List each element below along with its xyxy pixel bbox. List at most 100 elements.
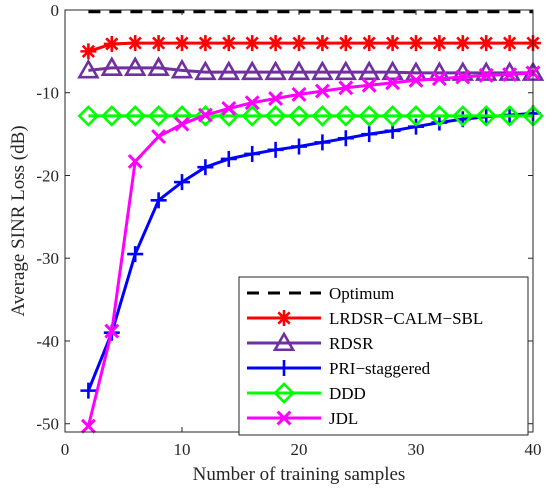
y-tick-label: -10 <box>36 84 59 103</box>
data-point-jdl <box>268 91 284 106</box>
data-point-rdsr <box>311 60 334 81</box>
legend-entry-optimum: Optimum <box>247 284 394 303</box>
legend-label: DDD <box>329 384 366 403</box>
legend-entry-jdl: JDL <box>247 409 358 428</box>
x-tick-label: 0 <box>61 440 70 459</box>
data-point-rdsr <box>194 60 217 81</box>
legend: Optimum LRDSR−CALM−SBL RDSR PRI−staggered DD… <box>238 276 529 436</box>
data-point-jdl <box>151 129 167 145</box>
data-point-lrdsr-calm-sbl <box>408 35 424 52</box>
data-point-pri-staggered <box>220 150 237 167</box>
data-point-pri-staggered <box>314 134 331 151</box>
x-tick-label: 10 <box>174 440 191 459</box>
data-point-jdl <box>127 153 143 169</box>
data-point-pri-staggered <box>80 382 97 399</box>
data-point-lrdsr-calm-sbl <box>220 35 237 52</box>
data-point-lrdsr-calm-sbl <box>361 35 378 52</box>
data-point-rdsr <box>287 60 311 81</box>
data-point-rdsr <box>264 60 287 81</box>
series-lrdsr-calm-sbl <box>80 35 541 60</box>
data-point-lrdsr-calm-sbl <box>244 35 261 52</box>
data-point-ddd <box>381 105 404 127</box>
legend-box <box>238 276 529 436</box>
data-point-jdl <box>197 107 213 123</box>
y-tick-label: -40 <box>36 332 59 351</box>
data-point-lrdsr-calm-sbl <box>314 35 331 52</box>
data-point-rdsr <box>217 60 241 81</box>
data-point-pri-staggered <box>150 192 167 209</box>
data-point-ddd <box>288 105 310 127</box>
data-point-rdsr <box>100 56 124 76</box>
data-point-rdsr <box>123 56 147 76</box>
data-point-lrdsr-calm-sbl <box>431 35 448 52</box>
data-point-lrdsr-calm-sbl <box>384 35 401 52</box>
series-ddd <box>77 105 544 127</box>
legend-entry-pri-staggered: PRI−staggered <box>247 359 431 378</box>
series-jdl <box>80 65 541 434</box>
data-point-jdl <box>408 72 424 88</box>
y-tick-label: 0 <box>51 1 60 20</box>
data-point-lrdsr-calm-sbl <box>127 35 144 52</box>
x-tick-label: 20 <box>291 440 308 459</box>
data-point-ddd <box>405 105 427 127</box>
data-point-pri-staggered <box>361 126 378 143</box>
data-point-ddd <box>475 105 498 127</box>
data-point-jdl <box>502 67 518 83</box>
y-tick-label: -50 <box>36 415 59 434</box>
data-point-jdl <box>221 101 237 116</box>
data-point-ddd <box>77 105 100 127</box>
data-point-ddd <box>334 105 357 127</box>
data-point-ddd <box>241 105 264 127</box>
data-point-pri-staggered <box>267 141 284 158</box>
data-point-lrdsr-calm-sbl <box>478 35 495 52</box>
data-point-jdl <box>361 77 377 93</box>
axis-ticks: 0 10 20 30 40 0 -10 -20 -30 -40 -50 <box>36 1 541 459</box>
data-point-lrdsr-calm-sbl <box>174 35 190 52</box>
data-point-jdl <box>174 116 190 132</box>
data-point-ddd <box>264 105 287 127</box>
data-point-pri-staggered <box>244 145 261 162</box>
data-point-jdl <box>80 418 96 434</box>
data-point-ddd <box>311 105 334 127</box>
data-point-pri-staggered <box>291 138 307 155</box>
data-point-jdl <box>455 69 471 85</box>
x-tick-label: 30 <box>408 440 425 459</box>
data-point-lrdsr-calm-sbl <box>501 35 518 52</box>
data-point-rdsr <box>381 60 404 81</box>
data-point-lrdsr-calm-sbl <box>103 35 120 52</box>
y-axis-label: Average SINR Loss (dB) <box>8 125 29 316</box>
data-point-lrdsr-calm-sbl <box>454 35 471 52</box>
data-point-jdl <box>291 86 307 102</box>
data-point-rdsr <box>240 60 264 81</box>
data-point-jdl <box>244 95 260 111</box>
data-point-jdl <box>314 83 330 99</box>
data-point-lrdsr-calm-sbl <box>150 35 167 52</box>
data-point-rdsr <box>147 56 170 76</box>
legend-entry-lrdsr-calm-sbl: LRDSR−CALM−SBL <box>247 309 483 328</box>
legend-label: RDSR <box>329 334 374 353</box>
y-tick-label: -30 <box>36 249 59 268</box>
data-point-rdsr <box>77 58 100 79</box>
data-point-ddd <box>498 105 521 127</box>
data-point-ddd <box>358 105 381 127</box>
legend-label: LRDSR−CALM−SBL <box>329 309 483 328</box>
data-point-pri-staggered <box>197 159 214 176</box>
data-point-rdsr <box>357 60 381 81</box>
data-point-ddd <box>124 105 147 127</box>
data-point-jdl <box>104 323 120 339</box>
data-point-jdl <box>431 71 447 87</box>
data-point-ddd <box>147 105 170 127</box>
data-point-pri-staggered <box>174 174 190 191</box>
data-point-lrdsr-calm-sbl <box>197 35 214 52</box>
data-point-jdl <box>478 67 494 83</box>
data-point-rdsr <box>170 58 194 79</box>
data-point-jdl <box>338 80 354 96</box>
data-point-lrdsr-calm-sbl <box>291 35 307 52</box>
data-point-ddd <box>451 105 474 127</box>
data-point-pri-staggered <box>337 130 354 147</box>
legend-entry-rdsr: RDSR <box>247 331 374 353</box>
data-point-rdsr <box>334 60 358 81</box>
data-point-lrdsr-calm-sbl <box>267 35 284 52</box>
data-point-lrdsr-calm-sbl <box>80 43 97 60</box>
